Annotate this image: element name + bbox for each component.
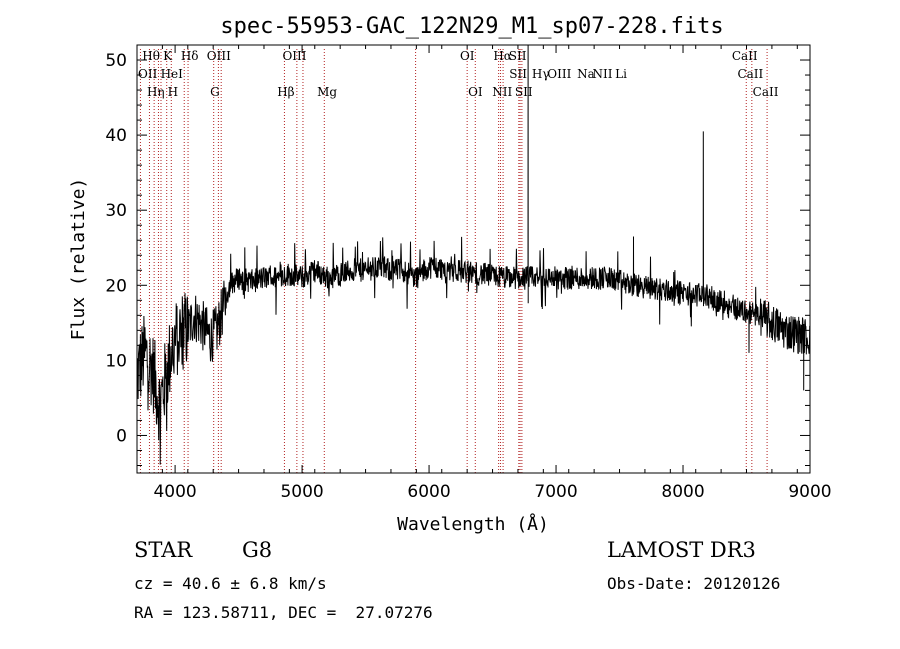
line-label: NII [593, 67, 613, 81]
y-tick-label: 50 [105, 51, 127, 71]
x-tick-label: 5000 [280, 482, 323, 502]
chart-title: spec-55953-GAC_122N29_M1_sp07-228.fits [220, 14, 723, 39]
spectrum-line [136, 44, 811, 465]
y-axis: 0 10 20 30 40 50 [105, 44, 810, 466]
line-label: Li [615, 67, 627, 81]
line-label: OIII [207, 49, 231, 63]
redshift-value: cz = 40.6 ± 6.8 km/s [134, 574, 327, 593]
obs-date: Obs-Date: 20120126 [607, 574, 781, 593]
x-tick-label: 4000 [153, 482, 196, 502]
line-label: CaII [732, 49, 758, 63]
x-axis: 4000 5000 6000 7000 8000 9000 [136, 45, 832, 502]
line-label: SII [509, 49, 527, 63]
plot-frame [136, 44, 811, 474]
line-label: Hδ [181, 49, 199, 63]
line-label: Hβ [277, 85, 294, 99]
subclass-label: G8 [242, 538, 273, 562]
y-tick-label: 20 [105, 276, 127, 296]
x-tick-label: 7000 [534, 482, 577, 502]
line-label: Hγ [532, 67, 550, 81]
spectrum-series [136, 44, 811, 465]
x-tick-label: 6000 [407, 482, 450, 502]
line-label: OII [138, 67, 158, 81]
line-label: Hθ [142, 49, 160, 63]
line-label: OI [460, 49, 475, 63]
line-label: NII [492, 85, 512, 99]
line-label: Na [577, 67, 595, 81]
line-label: Hη [147, 85, 165, 99]
line-label: SII [509, 67, 527, 81]
line-label: Mg [317, 85, 337, 99]
line-label: OI [468, 85, 483, 99]
y-tick-label: 30 [105, 201, 127, 221]
line-label: Hα [493, 49, 512, 63]
line-label: CaII [737, 67, 763, 81]
line-label: G [210, 85, 220, 99]
y-tick-label: 10 [105, 351, 127, 371]
line-label: H [168, 85, 178, 99]
line-label: CaII [753, 85, 779, 99]
x-tick-label: 8000 [661, 482, 704, 502]
coordinates: RA = 123.58711, DEC = 27.07276 [134, 603, 433, 622]
y-tick-label: 40 [105, 126, 127, 146]
line-markers [139, 49, 768, 473]
survey-label: LAMOST DR3 [607, 538, 756, 562]
y-tick-label: 0 [116, 426, 127, 446]
line-label: HeI [161, 67, 184, 81]
line-label: OIII [282, 49, 306, 63]
y-axis-label: Flux (relative) [68, 178, 89, 341]
line-label: K [163, 49, 173, 63]
x-tick-label: 9000 [788, 482, 831, 502]
x-axis-label: Wavelength (Å) [397, 513, 549, 535]
line-label: OIII [547, 67, 571, 81]
class-label: STAR [134, 538, 193, 562]
line-label: SII [515, 85, 533, 99]
